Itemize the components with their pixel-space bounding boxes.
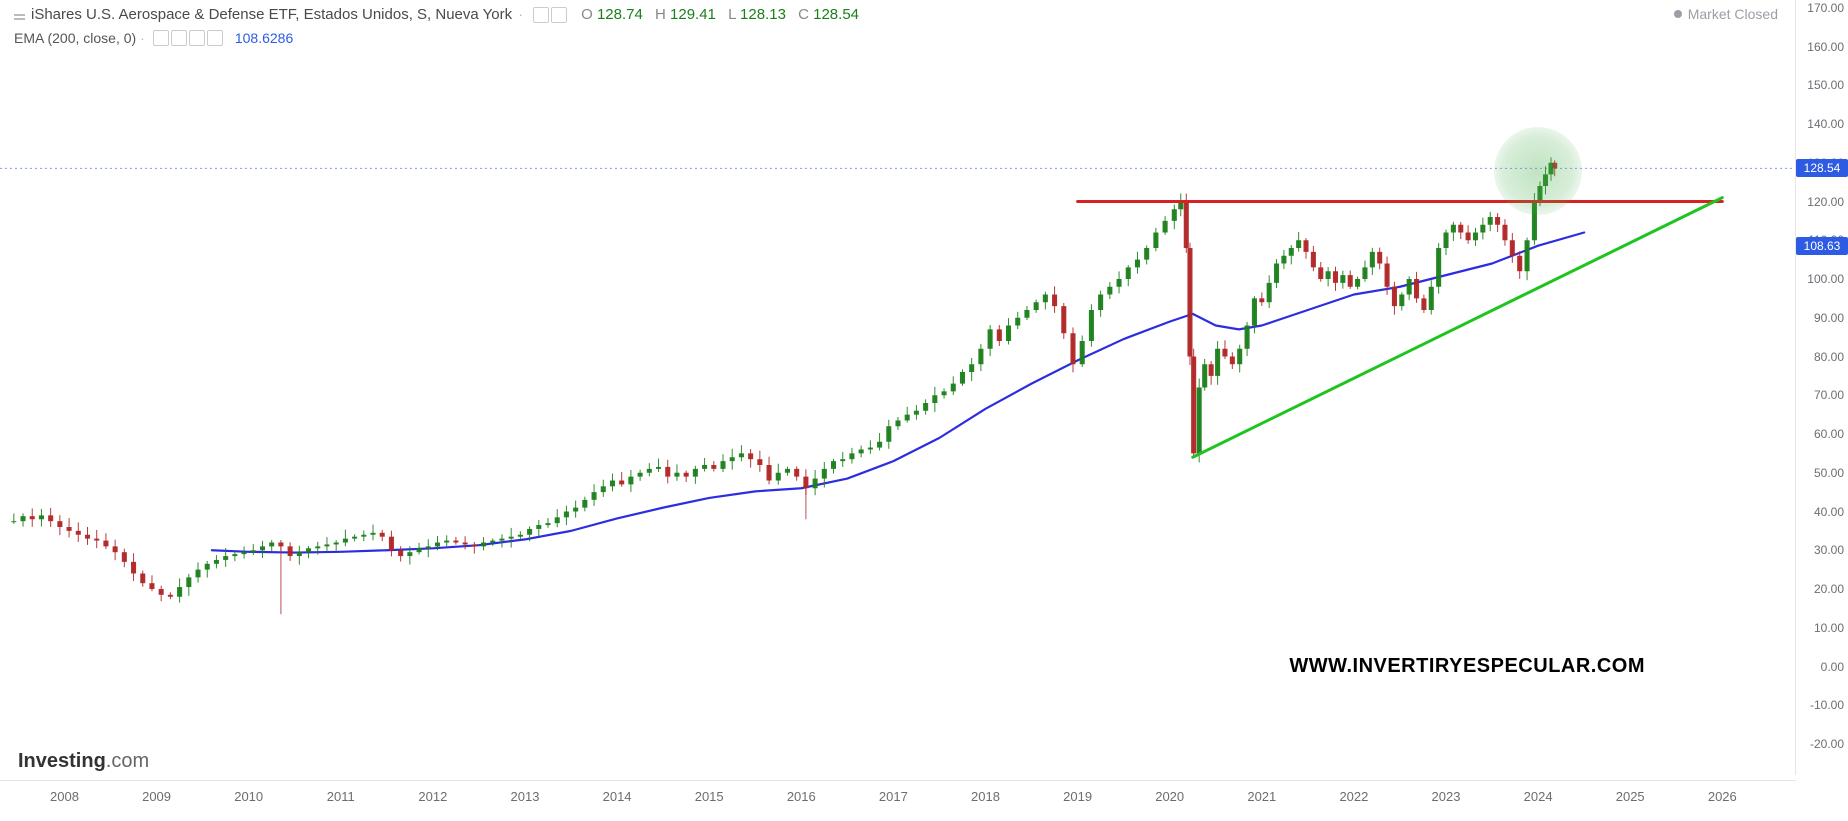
x-tick: 2014: [603, 789, 632, 804]
y-axis[interactable]: -20.00 -10.00 0.00 10.00 20.00 30.00 40.00 50.0…: [1795, 0, 1848, 775]
y-tick: 90.00: [1814, 311, 1844, 325]
x-tick: 2023: [1432, 789, 1461, 804]
x-axis[interactable]: 2008 2009 2010 2011 2012 2013 2014 2015 2016 2017…: [0, 780, 1796, 821]
y-tick: 60.00: [1814, 427, 1844, 441]
x-tick: 2010: [234, 789, 263, 804]
x-tick: 2012: [418, 789, 447, 804]
x-tick: 2016: [787, 789, 816, 804]
brand-light: .com: [106, 750, 149, 772]
y-tick: 80.00: [1814, 350, 1844, 364]
y-tick: 20.00: [1814, 582, 1844, 596]
y-tick: 50.00: [1814, 466, 1844, 480]
x-tick: 2018: [971, 789, 1000, 804]
x-tick: 2017: [879, 789, 908, 804]
brand-bold: Investing: [18, 750, 106, 772]
y-tick: -10.00: [1810, 698, 1844, 712]
y-tick: 160.00: [1807, 40, 1844, 54]
chart-container: iShares U.S. Aerospace & Defense ETF, Es…: [0, 0, 1848, 821]
x-tick: 2022: [1339, 789, 1368, 804]
x-tick: 2009: [142, 789, 171, 804]
x-tick: 2020: [1155, 789, 1184, 804]
highlight-marker: [1494, 127, 1582, 215]
y-tick: 170.00: [1807, 1, 1844, 15]
x-tick: 2021: [1247, 789, 1276, 804]
y-tick: 70.00: [1814, 388, 1844, 402]
x-tick: 2019: [1063, 789, 1092, 804]
x-tick: 2011: [327, 789, 355, 804]
x-tick: 2024: [1524, 789, 1553, 804]
y-tick: 0.00: [1821, 660, 1844, 674]
y-tick: 150.00: [1807, 78, 1844, 92]
y-tick: 100.00: [1807, 272, 1844, 286]
x-tick: 2008: [50, 789, 79, 804]
y-tick: -20.00: [1810, 737, 1844, 751]
y-tick: 10.00: [1814, 621, 1844, 635]
watermark: WWW.INVERTIRYESPECULAR.COM: [1289, 655, 1645, 678]
x-tick: 2025: [1616, 789, 1645, 804]
y-tick: 40.00: [1814, 505, 1844, 519]
y-tick: 30.00: [1814, 543, 1844, 557]
y-tick: 140.00: [1807, 117, 1844, 131]
y-tick: 120.00: [1807, 195, 1844, 209]
x-tick: 2015: [695, 789, 724, 804]
x-tick: 2026: [1708, 789, 1737, 804]
price-tag: 108.63: [1796, 237, 1848, 255]
price-tag: 128.54: [1796, 159, 1848, 177]
x-tick: 2013: [511, 789, 540, 804]
brand-logo: Investing.com: [18, 750, 149, 773]
